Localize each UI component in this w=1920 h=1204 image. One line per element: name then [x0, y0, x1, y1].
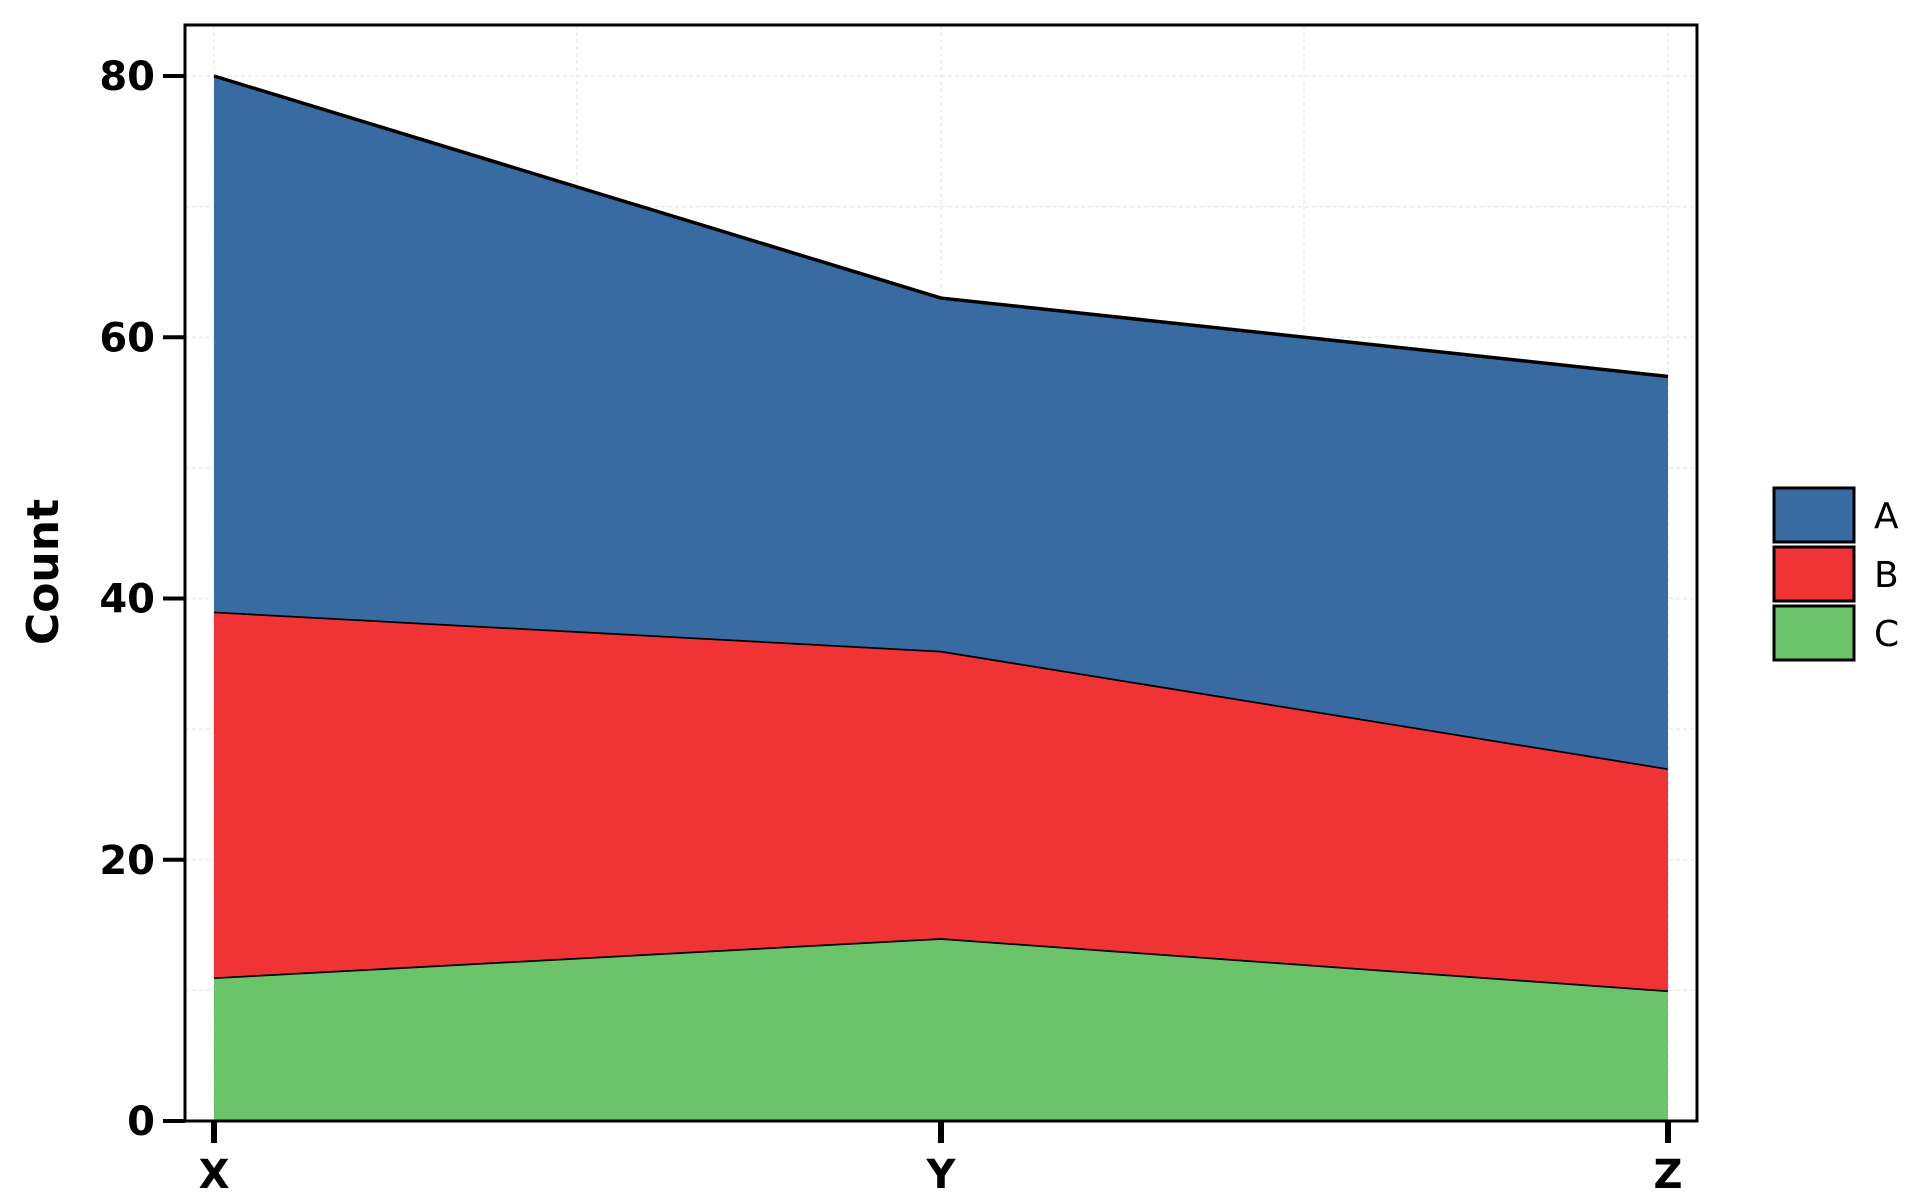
legend-label-c: C	[1874, 614, 1899, 655]
area-edge-a	[213, 74, 1669, 379]
legend-swatch-c	[1772, 604, 1856, 662]
legend-label-a: A	[1874, 496, 1899, 537]
legend: ABC	[1772, 486, 1899, 662]
area-series-c	[214, 938, 1668, 1121]
x-tick-label: Z	[1653, 1152, 1682, 1198]
area-series-a	[214, 76, 1668, 769]
y-tick-label: 40	[99, 577, 155, 623]
legend-swatch-b	[1772, 545, 1856, 603]
tick-labels: 0 20 40 60 80 X Y Z	[99, 54, 1682, 1198]
legend-swatch-a	[1772, 486, 1856, 544]
area-series-b	[214, 611, 1668, 991]
x-tick-label: X	[199, 1152, 230, 1198]
legend-label-b: B	[1874, 555, 1899, 596]
y-tick-label: 80	[99, 54, 155, 100]
y-tick-label: 60	[99, 315, 155, 361]
area-series-layer	[213, 74, 1669, 1121]
axes	[163, 23, 1699, 1143]
y-tick-label: 20	[99, 838, 155, 884]
x-tick-label: Y	[926, 1152, 957, 1198]
y-tick-label: 0	[127, 1099, 155, 1145]
y-axis-title: Count	[18, 499, 69, 645]
